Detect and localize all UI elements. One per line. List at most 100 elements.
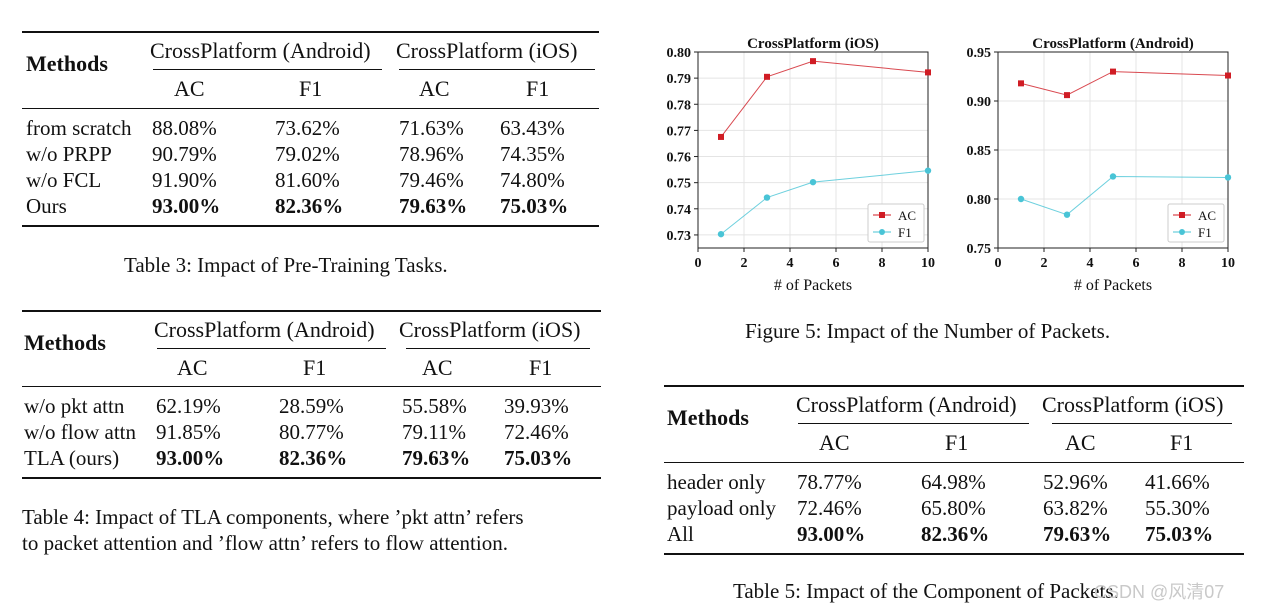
table-caption-line-1: Table 4: Impact of TLA components, where… — [22, 505, 524, 529]
value-cell: 93.00% — [797, 522, 866, 546]
data-point-f1 — [1109, 173, 1117, 180]
value-cell: 28.59% — [279, 394, 344, 418]
value-cell: 39.93% — [504, 394, 569, 418]
x-tick-label: 2 — [741, 256, 748, 271]
y-tick-label: 0.79 — [667, 72, 692, 87]
method-name: Ours — [26, 194, 67, 218]
method-name: TLA (ours) — [24, 446, 120, 470]
x-axis-label: # of Packets — [1074, 277, 1152, 294]
chart-ios: CrossPlatform (iOS) 0.73 0.74 0.75 0.76 0.77 0… — [640, 28, 940, 300]
value-cell: 88.08% — [152, 116, 217, 140]
x-tick-label: 0 — [695, 256, 702, 271]
x-tick-label: 6 — [833, 256, 840, 271]
legend-marker-f1 — [879, 229, 885, 235]
x-tick-label: 6 — [1133, 256, 1140, 271]
value-cell: 93.00% — [156, 446, 225, 470]
ios-ac-header: AC — [422, 355, 453, 380]
value-cell: 55.58% — [402, 394, 467, 418]
group-android-header: CrossPlatform (Android) — [154, 317, 375, 342]
top-rule — [22, 31, 599, 33]
method-name: w/o pkt attn — [24, 394, 125, 418]
data-point-ac — [925, 69, 931, 76]
bottom-rule — [664, 553, 1244, 555]
data-point-f1 — [809, 178, 817, 186]
value-cell: 79.02% — [275, 142, 340, 166]
y-tick-label: 0.80 — [667, 46, 692, 61]
value-cell: 73.62% — [275, 116, 340, 140]
data-point-ac — [764, 73, 770, 80]
group-ios-header: CrossPlatform (iOS) — [399, 317, 581, 342]
chart-title: CrossPlatform (Android) — [1032, 36, 1194, 52]
legend-marker-f1 — [1179, 229, 1185, 235]
value-cell: 75.03% — [1145, 522, 1214, 546]
value-cell: 91.90% — [152, 168, 217, 192]
methods-header: Methods — [26, 51, 108, 76]
data-point-f1 — [1224, 174, 1232, 181]
series-line-f1 — [1020, 175, 1229, 216]
group-ios-rule — [1052, 423, 1232, 424]
value-cell: 93.00% — [152, 194, 221, 218]
legend-label: AC — [1198, 208, 1216, 223]
bottom-rule — [22, 477, 601, 479]
data-point-ac — [810, 58, 816, 65]
x-tick-label: 4 — [787, 256, 794, 271]
android-f1-header: F1 — [945, 430, 969, 455]
value-cell: 74.80% — [500, 168, 565, 192]
value-cell: 82.36% — [279, 446, 348, 470]
value-cell: 64.98% — [921, 470, 986, 494]
android-f1-header: F1 — [299, 76, 323, 101]
y-tick-label: 0.75 — [667, 177, 692, 192]
y-tick-label: 0.73 — [667, 229, 692, 244]
method-name: All — [667, 522, 694, 546]
legend-marker-ac — [1179, 212, 1185, 218]
value-cell: 72.46% — [797, 496, 862, 520]
data-point-f1 — [763, 194, 771, 201]
group-ios-header: CrossPlatform (iOS) — [1042, 392, 1224, 417]
bottom-rule — [22, 225, 599, 227]
value-cell: 90.79% — [152, 142, 217, 166]
method-name: w/o flow attn — [24, 420, 136, 444]
value-cell: 79.11% — [402, 420, 466, 444]
group-android-header: CrossPlatform (Android) — [150, 38, 371, 63]
value-cell: 75.03% — [500, 194, 569, 218]
value-cell: 72.46% — [504, 420, 569, 444]
chart-android-svg: CrossPlatform (Android) 0.75 0.80 0.85 0.90 0… — [967, 36, 1236, 294]
value-cell: 81.60% — [275, 168, 340, 192]
group-android-rule — [153, 69, 382, 70]
mid-rule — [664, 462, 1244, 463]
x-tick-label: 8 — [1179, 256, 1186, 271]
data-point-f1 — [1063, 211, 1071, 218]
legend-marker-ac — [879, 212, 885, 218]
group-ios-rule — [406, 348, 590, 349]
y-tick-label: 0.76 — [667, 151, 692, 166]
data-point-ac — [1110, 68, 1116, 75]
y-tick-label: 0.74 — [667, 203, 692, 218]
value-cell: 62.19% — [156, 394, 221, 418]
group-android-header: CrossPlatform (Android) — [796, 392, 1017, 417]
data-point-f1 — [1017, 195, 1025, 203]
value-cell: 82.36% — [921, 522, 990, 546]
method-name: header only — [667, 470, 766, 494]
value-cell: 74.35% — [500, 142, 565, 166]
android-ac-header: AC — [174, 76, 205, 101]
value-cell: 79.46% — [399, 168, 464, 192]
legend-label: AC — [898, 208, 916, 223]
table-caption: Table 5: Impact of the Component of Pack… — [733, 579, 1119, 603]
value-cell: 75.03% — [504, 446, 573, 470]
y-tick-label: 0.90 — [967, 95, 992, 110]
data-point-f1 — [717, 230, 725, 238]
group-android-rule — [798, 423, 1029, 424]
watermark-text: CSDN @风清07 — [1094, 582, 1225, 602]
value-cell: 63.43% — [500, 116, 565, 140]
android-f1-header: F1 — [303, 355, 327, 380]
x-tick-label: 10 — [1221, 256, 1235, 271]
series-line-ac — [1020, 71, 1229, 96]
value-cell: 79.63% — [402, 446, 471, 470]
value-cell: 79.63% — [399, 194, 468, 218]
value-cell: 65.80% — [921, 496, 986, 520]
mid-rule — [22, 108, 599, 109]
series-line-ac — [720, 60, 929, 138]
method-name: w/o FCL — [26, 168, 102, 192]
android-ac-header: AC — [819, 430, 850, 455]
legend-label: F1 — [1198, 225, 1212, 240]
